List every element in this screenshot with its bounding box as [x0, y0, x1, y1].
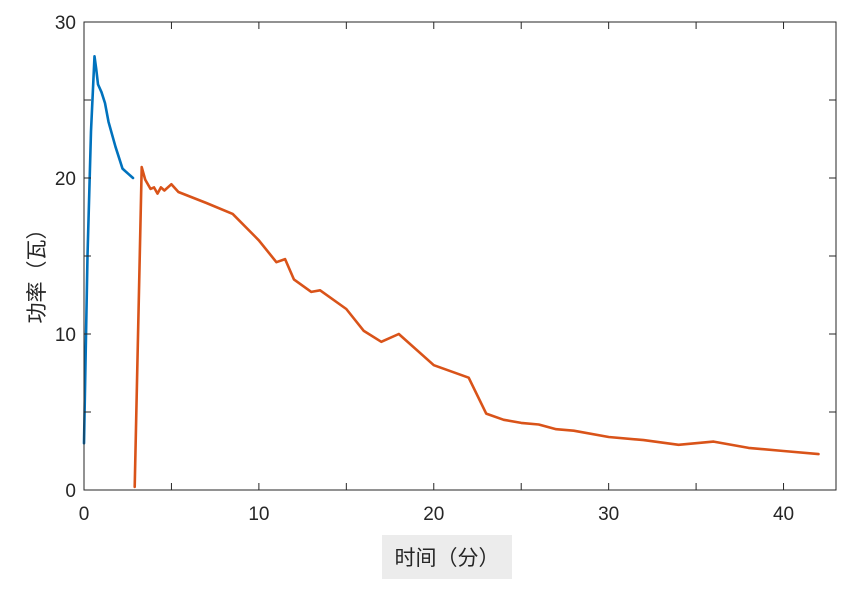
- x-tick-label: 10: [248, 504, 269, 525]
- series-layer: [82, 54, 820, 489]
- tick-labels: 0 10 20 30 40 0 10 20 30: [55, 13, 794, 525]
- y-tick-label: 10: [55, 325, 76, 346]
- series-line-1: [82, 54, 135, 445]
- series-line-2: [133, 165, 820, 489]
- plot-area: [84, 22, 836, 490]
- y-tick-label: 20: [55, 169, 76, 190]
- x-tick-label: 0: [79, 504, 90, 525]
- ticks-layer: [83, 21, 836, 491]
- y-axis-label: 功率（瓦）: [25, 219, 49, 324]
- y-tick-label: 0: [65, 481, 76, 502]
- x-tick-label: 40: [773, 504, 794, 525]
- x-tick-label: 20: [423, 504, 444, 525]
- x-axis-label-background: [382, 535, 512, 579]
- x-axis-label: 时间（分）: [395, 546, 500, 570]
- x-tick-label: 30: [598, 504, 619, 525]
- y-tick-label: 30: [55, 13, 76, 34]
